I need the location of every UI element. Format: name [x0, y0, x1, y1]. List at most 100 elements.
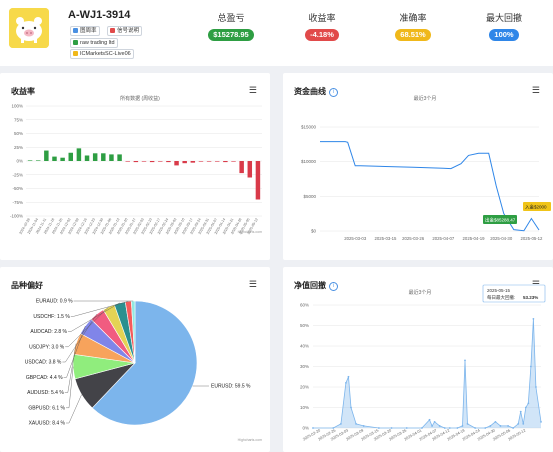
- drawdown-point[interactable]: [438, 425, 441, 427]
- return-bar[interactable]: [101, 153, 106, 161]
- pie-connector: [68, 302, 120, 332]
- withdraw-flag[interactable]: 出金$85288.47: [483, 215, 517, 224]
- drawdown-point[interactable]: [489, 425, 492, 427]
- drawdown-point[interactable]: [524, 406, 527, 409]
- pie-connector: [65, 306, 109, 347]
- drawdown-point[interactable]: [499, 425, 502, 427]
- tag-label: raw trading ltd: [80, 40, 115, 46]
- withdraw-flag-label: 出金$85288.47: [485, 217, 516, 224]
- drawdown-point[interactable]: [522, 423, 525, 425]
- drawdown-point[interactable]: [461, 425, 464, 427]
- return-bar[interactable]: [27, 160, 33, 161]
- tag-signal[interactable]: 信号说明: [107, 26, 143, 36]
- signal-icon: [110, 27, 115, 33]
- x-tick-label: 2025-03-03: [344, 236, 367, 241]
- drawdown-point[interactable]: [529, 365, 532, 368]
- stat-value: $15278.95: [208, 29, 254, 41]
- return-bar[interactable]: [60, 157, 65, 161]
- drawdown-point[interactable]: [494, 420, 497, 423]
- pie-slice-eurusd[interactable]: [91, 300, 198, 426]
- pie-connector: [70, 301, 129, 317]
- info-icon[interactable]: i: [329, 88, 338, 97]
- pie-connector: [64, 343, 77, 393]
- return-bar[interactable]: [239, 161, 244, 174]
- return-bar[interactable]: [190, 161, 196, 163]
- stat-value: 68.51%: [395, 29, 431, 41]
- equity-panel: 资金曲线 i ☰ 最近3个月 $15000 $10000 $5000 $0 2025-0…: [283, 73, 553, 260]
- y-tick-label: 25%: [14, 145, 23, 150]
- drawdown-point[interactable]: [466, 423, 469, 425]
- drawdown-point[interactable]: [347, 375, 350, 378]
- return-bar[interactable]: [133, 161, 139, 163]
- deposit-flag[interactable]: 入金$2000: [523, 202, 551, 211]
- return-bar[interactable]: [158, 161, 163, 162]
- return-bar[interactable]: [255, 161, 261, 200]
- drawdown-point[interactable]: [512, 427, 515, 429]
- drawdown-point[interactable]: [507, 425, 509, 427]
- drawdown-point[interactable]: [431, 425, 433, 427]
- drawdown-point[interactable]: [464, 359, 466, 362]
- return-bar[interactable]: [149, 161, 155, 163]
- return-bar[interactable]: [35, 160, 41, 161]
- equity-series-line[interactable]: [320, 141, 540, 232]
- menu-icon[interactable]: ☰: [531, 85, 540, 95]
- drawdown-point[interactable]: [332, 427, 335, 429]
- drawdown-point[interactable]: [345, 382, 347, 384]
- drawdown-point[interactable]: [377, 427, 380, 429]
- return-bar[interactable]: [206, 161, 212, 162]
- return-bar[interactable]: [223, 161, 228, 163]
- drawdown-point[interactable]: [474, 427, 477, 429]
- panel-title: 品种偏好: [11, 281, 43, 290]
- pie-data-label: EURUSD: 59.5 %: [211, 384, 251, 390]
- drawdown-point[interactable]: [448, 427, 451, 429]
- return-bar[interactable]: [44, 150, 49, 161]
- chart-subtitle: 所有数据 (周收益): [120, 95, 160, 102]
- drawdown-point[interactable]: [527, 402, 530, 405]
- return-bar[interactable]: [141, 161, 147, 162]
- panel-title: 净值回撤 i: [294, 280, 338, 291]
- drawdown-point[interactable]: [428, 418, 431, 421]
- menu-icon[interactable]: ☰: [531, 279, 540, 289]
- pie-connector: [66, 366, 74, 408]
- drawdown-point[interactable]: [421, 427, 423, 429]
- drawdown-point[interactable]: [405, 427, 408, 429]
- drawdown-point[interactable]: [350, 406, 352, 409]
- menu-icon[interactable]: ☰: [248, 85, 257, 95]
- return-bar[interactable]: [231, 161, 236, 162]
- return-bar[interactable]: [215, 161, 220, 162]
- drawdown-point[interactable]: [456, 427, 459, 429]
- drawdown-point[interactable]: [517, 423, 520, 425]
- drawdown-point[interactable]: [355, 423, 357, 425]
- return-bar[interactable]: [84, 155, 90, 162]
- drawdown-point[interactable]: [339, 423, 342, 425]
- return-bar[interactable]: [117, 154, 122, 161]
- return-bar[interactable]: [247, 161, 253, 178]
- drawdown-point[interactable]: [362, 425, 365, 427]
- return-bar[interactable]: [52, 156, 57, 161]
- drawdown-point[interactable]: [535, 386, 537, 388]
- tag-server: ICMarketsSC-Live06: [70, 49, 134, 59]
- return-bar[interactable]: [174, 161, 179, 166]
- tag-chart[interactable]: 图周率: [70, 26, 100, 36]
- chart-icon: [73, 27, 78, 33]
- drawdown-point[interactable]: [484, 427, 487, 429]
- return-bar[interactable]: [68, 152, 73, 161]
- info-icon[interactable]: i: [329, 282, 338, 291]
- return-bar[interactable]: [198, 161, 204, 162]
- return-bar[interactable]: [76, 148, 82, 161]
- return-bar[interactable]: [182, 161, 187, 164]
- drawdown-point[interactable]: [390, 427, 393, 429]
- return-bar[interactable]: [166, 161, 171, 163]
- pie-connector: [66, 394, 82, 424]
- drawdown-point[interactable]: [443, 427, 446, 429]
- drawdown-series-line[interactable]: [313, 318, 542, 429]
- return-bar[interactable]: [125, 161, 130, 162]
- menu-icon[interactable]: ☰: [248, 279, 257, 289]
- drawdown-point[interactable]: [532, 317, 535, 320]
- drawdown-point[interactable]: [540, 420, 542, 423]
- return-bar[interactable]: [92, 153, 98, 161]
- drawdown-point[interactable]: [312, 427, 314, 429]
- drawdown-point[interactable]: [519, 410, 522, 413]
- return-bar[interactable]: [109, 154, 114, 161]
- drawdown-point[interactable]: [433, 420, 436, 423]
